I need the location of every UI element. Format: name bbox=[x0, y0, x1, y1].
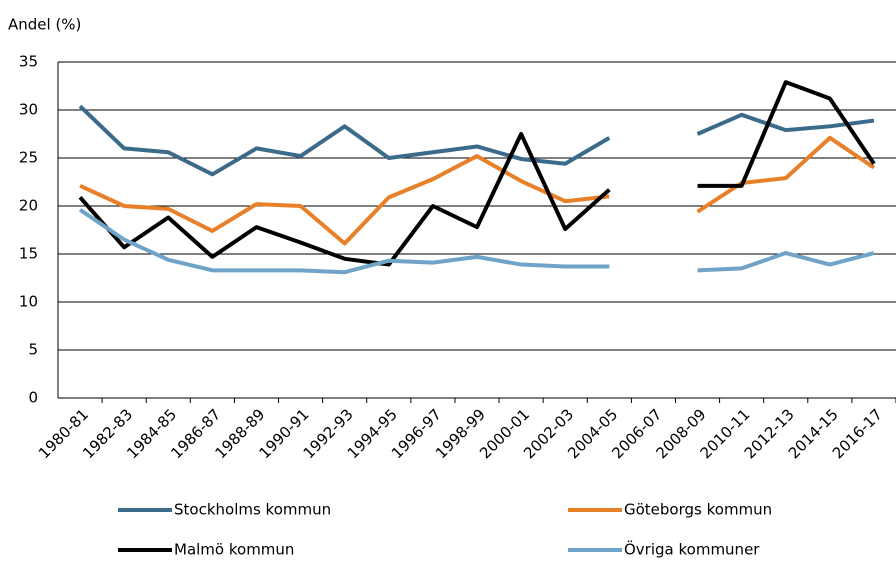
legend-label: Stockholms kommun bbox=[174, 501, 331, 519]
series-line bbox=[78, 208, 875, 275]
y-tick-label: 10 bbox=[19, 293, 38, 311]
legend-label: Malmö kommun bbox=[174, 541, 294, 559]
y-tick-label: 15 bbox=[19, 245, 38, 263]
y-tick-label: 35 bbox=[19, 53, 38, 71]
legend-label: Göteborgs kommun bbox=[624, 501, 772, 519]
series-line bbox=[78, 80, 876, 267]
series-line bbox=[78, 104, 875, 177]
y-tick-label: 30 bbox=[19, 101, 38, 119]
y-tick-label: 0 bbox=[28, 389, 38, 407]
series-line bbox=[79, 135, 876, 246]
y-tick-label: 20 bbox=[19, 197, 38, 215]
legend-label: Övriga kommuner bbox=[624, 540, 760, 559]
y-axis-label: Andel (%) bbox=[8, 16, 81, 34]
y-tick-label: 25 bbox=[19, 149, 38, 167]
y-tick-label: 5 bbox=[28, 341, 38, 359]
